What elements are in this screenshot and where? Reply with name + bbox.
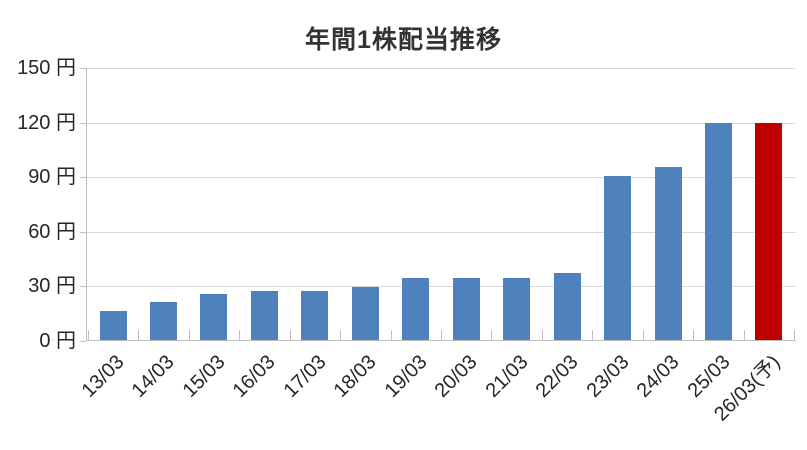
bar xyxy=(251,291,278,340)
bar xyxy=(301,291,328,340)
x-axis-tick xyxy=(693,330,694,340)
x-axis-tick xyxy=(239,330,240,340)
bar xyxy=(200,294,227,340)
y-axis-tick xyxy=(80,177,86,178)
gridline xyxy=(86,123,796,124)
x-axis-tick xyxy=(441,330,442,340)
bar xyxy=(453,278,480,340)
bar xyxy=(604,176,631,340)
y-axis-tick-label: 0 円 xyxy=(39,330,76,352)
x-axis-line xyxy=(86,340,796,341)
forecast-bar xyxy=(755,123,782,340)
x-axis-tick xyxy=(542,330,543,340)
x-axis-tick xyxy=(138,330,139,340)
x-axis-tick xyxy=(643,330,644,340)
x-axis-tick xyxy=(391,330,392,340)
y-axis-line xyxy=(86,68,87,341)
gridline xyxy=(86,68,796,69)
x-axis-tick xyxy=(340,330,341,340)
bar xyxy=(655,167,682,340)
bar xyxy=(554,273,581,340)
y-axis-tick xyxy=(80,123,86,124)
x-axis-tick xyxy=(189,330,190,340)
x-axis-tick xyxy=(744,330,745,340)
y-axis-tick-label: 30 円 xyxy=(28,275,76,297)
plot-area xyxy=(86,68,796,341)
gridline xyxy=(86,286,796,287)
bar xyxy=(503,278,530,340)
chart-title: 年間1株配当推移 xyxy=(305,26,502,54)
y-axis-tick-label: 90 円 xyxy=(28,166,76,188)
bar xyxy=(150,302,177,340)
x-axis-tick xyxy=(290,330,291,340)
y-axis-tick-label: 150 円 xyxy=(17,57,76,79)
gridline xyxy=(86,232,796,233)
y-axis-tick-label: 60 円 xyxy=(28,221,76,243)
y-axis-tick xyxy=(80,286,86,287)
bar xyxy=(402,278,429,340)
x-axis-tick xyxy=(491,330,492,340)
y-axis-tick-label: 120 円 xyxy=(17,112,76,134)
bar xyxy=(100,311,127,340)
y-axis-tick xyxy=(80,68,86,69)
y-axis-tick xyxy=(80,341,86,342)
x-axis-tick xyxy=(88,330,89,340)
bar xyxy=(705,123,732,340)
y-axis-tick xyxy=(80,232,86,233)
x-axis-tick xyxy=(592,330,593,340)
gridline xyxy=(86,177,796,178)
x-axis-tick xyxy=(794,330,795,340)
bar xyxy=(352,287,379,340)
